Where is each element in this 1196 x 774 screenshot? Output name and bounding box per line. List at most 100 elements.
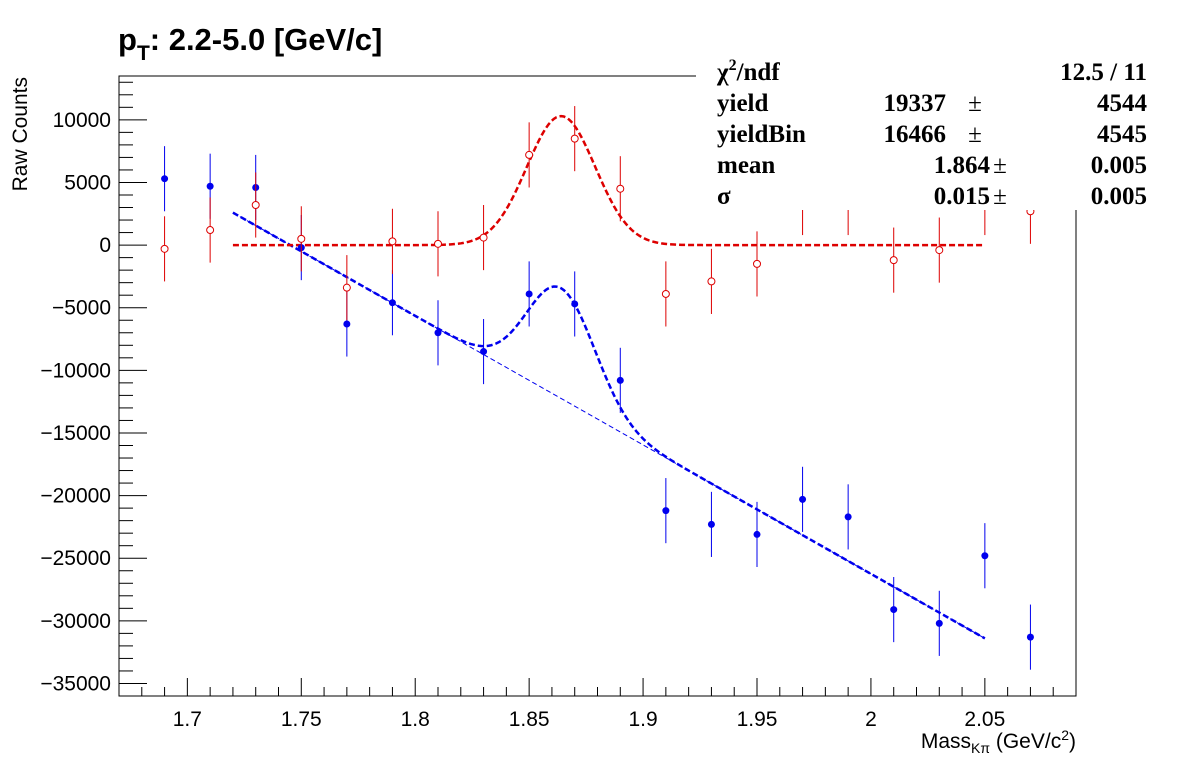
axis-ticks [118, 81, 1077, 696]
point-marker [890, 606, 898, 614]
y-tick-label: −35000 [40, 672, 111, 695]
red-data-point [753, 231, 761, 297]
x-axis-label: MassKπ (GeV/c2) [921, 727, 1076, 756]
y-tick-label: −5000 [52, 297, 111, 320]
fit-stat-plus-minus: ± [993, 183, 1007, 210]
red-data-point [479, 205, 488, 271]
blue-signal-fit-curve [232, 211, 986, 640]
x-tick-label: 1.8 [401, 708, 430, 731]
red-data-point [707, 248, 716, 314]
x-tick-labels: 1.7 1.75 1.8 1.85 1.9 1.95 2 2.05 [173, 708, 1006, 731]
point-marker [661, 289, 670, 298]
point-marker [571, 300, 579, 308]
point-marker [707, 277, 716, 286]
x-axis-label-main: Mass [921, 730, 971, 753]
red-data-point [525, 122, 534, 188]
blue-data-point [799, 466, 807, 532]
blue-data-point [161, 146, 169, 212]
y-tick-label: −15000 [40, 422, 111, 445]
point-marker [525, 290, 533, 298]
point-marker [935, 246, 944, 255]
x-tick-label: 1.75 [281, 708, 322, 731]
point-marker [570, 134, 579, 143]
fit-stats-background [696, 54, 1154, 210]
chart-title-subscript: T [137, 42, 150, 65]
point-marker [753, 530, 761, 538]
x-tick-label: 2.05 [964, 708, 1005, 731]
y-tick-label: 10000 [53, 109, 111, 132]
point-marker [889, 256, 898, 265]
blue-data-point [388, 270, 396, 336]
chart-title-rest: : 2.2-5.0 [GeV/c] [150, 22, 383, 57]
point-marker [434, 329, 442, 337]
red-data-point [935, 217, 944, 283]
point-marker [753, 259, 761, 268]
x-tick-label: 1.95 [737, 708, 778, 731]
fit-stat-value: 19337 [884, 90, 947, 117]
x-axis-label-close: ) [1069, 730, 1076, 753]
red-signal-fit-curve [232, 114, 985, 247]
point-marker [206, 182, 214, 190]
point-marker [388, 237, 397, 246]
blue-data-point [981, 523, 989, 589]
red-data-point [342, 255, 351, 321]
red-data-point [616, 156, 625, 222]
point-marker [388, 299, 396, 307]
blue-data-point [753, 501, 761, 567]
blue-data-point [525, 261, 533, 327]
blue-data-point [616, 347, 624, 413]
point-marker [616, 184, 625, 193]
y-tick-label: 0 [99, 234, 111, 257]
fit-stat-error: 4544 [1097, 90, 1148, 117]
blue-data-point [434, 300, 442, 366]
fit-stats-box: χ2/ndf 12.5 / 11 yield 19337 ±4544 yieldBin 16… [696, 54, 1154, 210]
x-tick-label: 1.9 [628, 708, 657, 731]
point-marker [342, 283, 351, 292]
point-marker [297, 234, 306, 243]
fit-stat-plus-minus: ± [968, 121, 982, 148]
point-marker [343, 320, 351, 328]
fit-stat-value: 12.5 / 11 [1060, 59, 1147, 86]
point-marker [662, 507, 670, 515]
red-data-point [388, 208, 397, 274]
point-marker [616, 376, 624, 384]
red-data-point [206, 197, 215, 263]
x-tick-label: 2 [865, 708, 877, 731]
y-axis-label: Raw Counts [9, 77, 32, 191]
x-axis-label-superscript: 2 [1061, 727, 1069, 743]
blue-data-point [1026, 604, 1034, 670]
point-marker [799, 495, 807, 503]
blue-data-point [480, 318, 488, 385]
red-data-point [251, 172, 260, 238]
point-marker [206, 226, 215, 235]
y-tick-label: −10000 [40, 359, 111, 382]
fit-stat-value: 16466 [884, 121, 947, 148]
fit-stat-plus-minus: ± [968, 90, 982, 117]
x-tick-label: 1.7 [173, 708, 202, 731]
x-axis-label-unit: (GeV/c [990, 730, 1061, 753]
red-data-point [297, 206, 306, 272]
fit-stat-label: mean [717, 152, 775, 179]
fit-stat-error: 0.005 [1091, 183, 1147, 210]
point-marker [981, 552, 989, 560]
fit-stat-label: yield [717, 90, 768, 117]
fit-stat-error: 4545 [1097, 121, 1147, 148]
y-tick-labels: 10000 5000 0 −5000 −10000 −15000 −20000 −25000 −… [40, 109, 111, 696]
blue-data-point [844, 484, 852, 550]
y-tick-label: −20000 [40, 485, 111, 508]
fit-stat-value: 1.864 [934, 152, 991, 179]
chart-title-main: p [118, 22, 137, 57]
blue-data-point [571, 271, 579, 337]
red-data-point [434, 211, 442, 277]
chart-title: pT: 2.2-5.0 [GeV/c] [118, 22, 382, 65]
point-marker [844, 513, 852, 521]
point-marker [434, 239, 442, 248]
fit-stat-plus-minus: ± [993, 152, 1007, 179]
point-marker [525, 150, 534, 159]
y-tick-label: 5000 [64, 171, 111, 194]
fit-stat-error: 0.005 [1091, 152, 1147, 179]
fit-stat-label: χ2/ndf [716, 57, 780, 86]
point-marker [480, 348, 488, 356]
fit-stat-value: 0.015 [934, 183, 990, 210]
